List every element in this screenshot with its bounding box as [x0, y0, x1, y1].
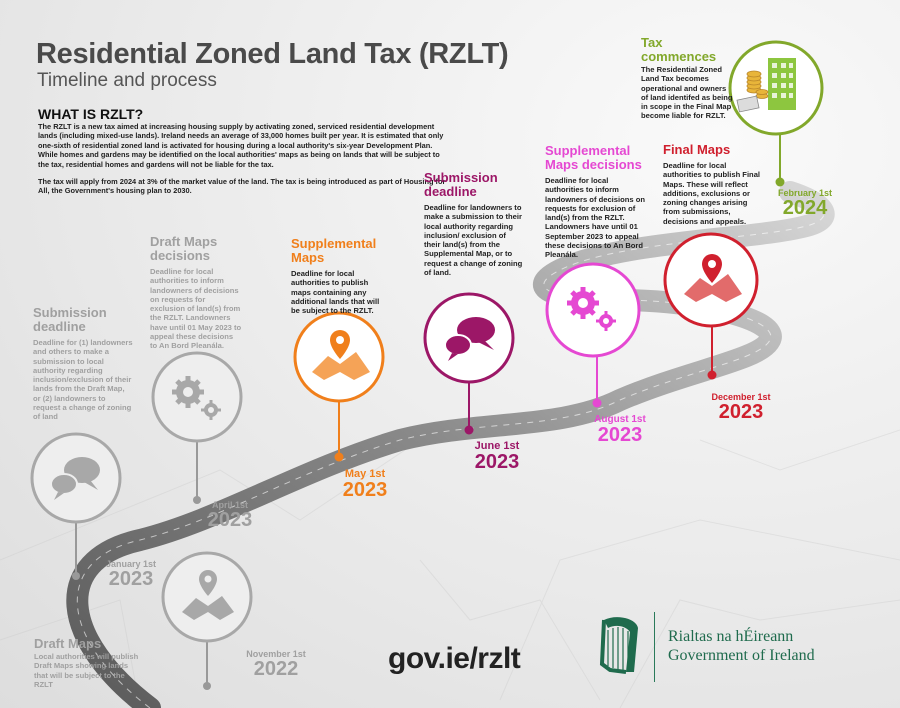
final-maps-desc: Deadline for local authorities to publis…	[663, 161, 761, 226]
supplemental-maps-year: 2023	[342, 479, 388, 501]
draft-maps-date: November 1st 2022	[244, 649, 308, 679]
draft-decisions-text: Draft Maps decisions Deadline for local …	[150, 235, 242, 351]
gears-icon	[172, 376, 221, 420]
building-coins-icon	[736, 58, 796, 113]
supplemental-maps-title: Supplemental Maps	[291, 236, 377, 265]
supplemental-maps-desc: Deadline for local authorities to publis…	[291, 269, 380, 316]
gov-name-english: Government of Ireland	[668, 647, 815, 664]
submission-1-desc: Deadline for (1) landowners and others t…	[33, 338, 133, 422]
final-maps-day: December 1st	[711, 392, 771, 402]
supplemental-decisions-marker	[545, 262, 641, 408]
submission-2-date: June 1st 2023	[462, 440, 532, 472]
submission-1-date: January 1st 2023	[100, 559, 162, 589]
tax-commences-text: Tax commences The Residential Zoned Land…	[641, 36, 733, 121]
submission-2-year: 2023	[474, 451, 520, 473]
draft-maps-marker	[161, 551, 253, 690]
harp-icon	[599, 617, 638, 674]
draft-decisions-desc: Deadline for local authorities to inform…	[150, 267, 242, 351]
submission-1-text: Submission deadline Deadline for (1) lan…	[33, 306, 133, 422]
page-subtitle: Timeline and process	[37, 70, 217, 91]
supplemental-maps-day: May 1st	[344, 468, 386, 480]
gears-icon	[567, 287, 616, 331]
final-maps-text: Final Maps Deadline for local authoritie…	[663, 143, 763, 226]
draft-decisions-year: 2023	[207, 509, 253, 531]
logo-divider	[654, 612, 655, 682]
draft-decisions-marker	[151, 351, 243, 504]
draft-decisions-date: April 1st 2023	[200, 500, 260, 530]
tax-commences-day: February 1st	[777, 188, 833, 198]
page-title: Residential Zoned Land Tax (RZLT)	[36, 38, 509, 70]
intro-heading: WHAT IS RZLT?	[38, 106, 144, 122]
supplemental-decisions-year: 2023	[597, 424, 643, 446]
tax-commences-year: 2024	[782, 197, 828, 219]
submission-1-title: Submission deadline	[33, 305, 107, 334]
submission-2-marker	[423, 292, 515, 435]
tax-commences-title: Tax commences	[641, 35, 717, 64]
supplemental-decisions-day: August 1st	[594, 414, 646, 425]
final-maps-year: 2023	[718, 401, 764, 423]
map-pin-icon	[312, 330, 370, 380]
submission-1-year: 2023	[108, 568, 154, 590]
map-pin-icon	[684, 254, 742, 302]
tax-commences-desc: The Residential Zoned Land Tax becomes o…	[641, 65, 733, 121]
submission-1-day: January 1st	[105, 559, 157, 569]
draft-maps-text: Draft Maps Local authorities will publis…	[34, 637, 144, 689]
supplemental-decisions-title: Supplemental Maps decisions	[545, 143, 642, 172]
speech-bubbles-icon	[444, 317, 495, 361]
final-maps-title: Final Maps	[663, 142, 731, 157]
draft-maps-title: Draft Maps	[34, 636, 102, 651]
supplemental-maps-date: May 1st 2023	[330, 468, 400, 500]
intro-paragraph-1: The RZLT is a new tax aimed at increasin…	[38, 122, 444, 169]
final-maps-date: December 1st 2023	[708, 392, 774, 422]
intro-paragraph-2: The tax will apply from 2024 at 3% of th…	[38, 177, 446, 196]
submission-2-text: Submission deadline Deadline for landown…	[424, 170, 524, 278]
draft-decisions-title: Draft Maps decisions	[150, 234, 218, 263]
draft-decisions-day: April 1st	[211, 500, 248, 510]
submission-2-desc: Deadline for landowners to make a submis…	[424, 203, 523, 278]
intro-body: The RZLT is a new tax aimed at increasin…	[38, 122, 448, 196]
submission-2-title: Submission deadline	[424, 170, 498, 199]
draft-maps-year: 2022	[253, 658, 299, 680]
speech-bubbles-icon	[50, 457, 100, 500]
website-link[interactable]: gov.ie/rzlt	[388, 642, 521, 675]
map-pin-icon	[182, 570, 234, 620]
supplemental-decisions-text: Supplemental Maps decisions Deadline for…	[545, 144, 645, 260]
draft-maps-desc: Local authorities will publish Draft Map…	[34, 652, 139, 689]
gov-name-irish: Rialtas na hÉireann	[668, 628, 794, 645]
supplemental-maps-text: Supplemental Maps Deadline for local aut…	[291, 236, 383, 316]
tax-commences-date: February 1st 2024	[774, 188, 836, 218]
supplemental-decisions-date: August 1st 2023	[588, 414, 652, 445]
draft-maps-day: November 1st	[246, 649, 306, 659]
supplemental-decisions-desc: Deadline for local authorities to inform…	[545, 176, 645, 260]
submission-2-day: June 1st	[474, 440, 520, 452]
